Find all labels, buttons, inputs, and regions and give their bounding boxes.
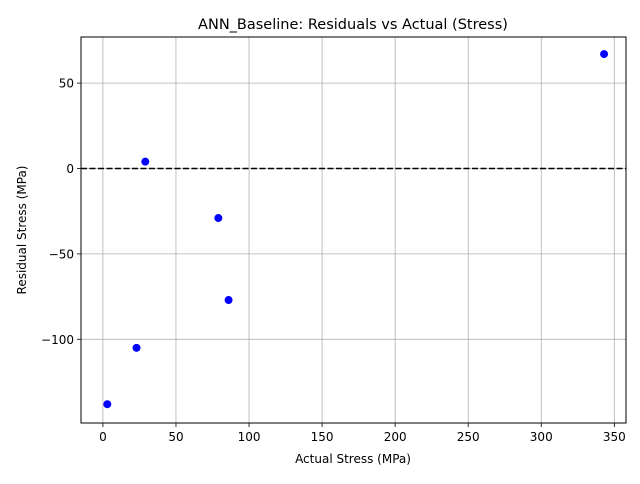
x-tick-label: 250 — [457, 430, 480, 444]
data-point — [600, 50, 609, 59]
y-tick-label: −50 — [49, 247, 74, 261]
x-tick-label: 200 — [384, 430, 407, 444]
x-tick-label: 50 — [168, 430, 183, 444]
data-point — [132, 343, 141, 352]
data-point — [141, 157, 150, 166]
y-axis-title: Residual Stress (MPa) — [15, 166, 29, 295]
y-tick-label: 50 — [59, 77, 74, 91]
data-point — [224, 296, 233, 305]
x-axis-ticks: 0 50 100 150 200 250 300 350 — [99, 423, 626, 444]
x-tick-label: 0 — [99, 430, 107, 444]
data-points — [103, 50, 609, 409]
y-tick-label: 0 — [66, 162, 74, 176]
y-tick-label: −100 — [41, 333, 74, 347]
x-tick-label: 350 — [603, 430, 626, 444]
chart-title: ANN_Baseline: Residuals vs Actual (Stres… — [198, 17, 508, 33]
x-tick-label: 100 — [238, 430, 261, 444]
x-tick-label: 150 — [311, 430, 334, 444]
x-tick-label: 300 — [530, 430, 553, 444]
x-axis-title: Actual Stress (MPa) — [295, 452, 411, 466]
y-axis-ticks: 50 0 −50 −100 — [41, 77, 81, 347]
plot-border — [80, 36, 627, 424]
plot-area — [81, 37, 626, 423]
data-point — [214, 214, 223, 223]
data-point — [103, 400, 112, 409]
